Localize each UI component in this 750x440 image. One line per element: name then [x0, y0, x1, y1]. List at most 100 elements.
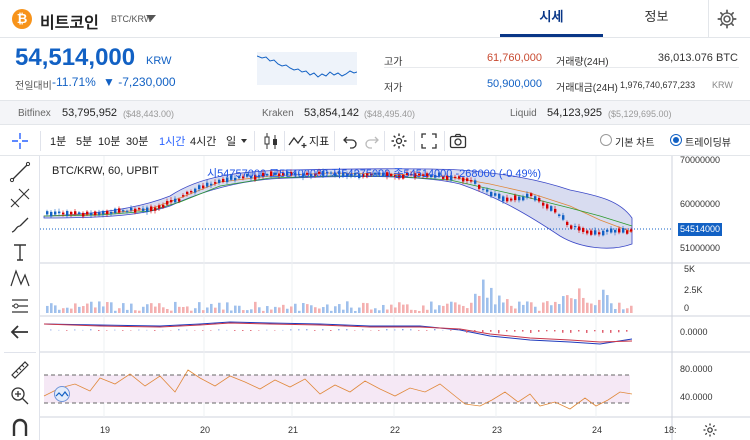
divider	[284, 131, 285, 151]
ruler-icon[interactable]	[8, 358, 32, 382]
candle	[142, 208, 145, 212]
interval-1m[interactable]: 1분	[50, 136, 67, 148]
arrow-left-icon[interactable]	[8, 320, 32, 344]
caret-down-icon[interactable]	[146, 15, 156, 21]
gear-icon[interactable]	[702, 422, 718, 438]
macd-bar	[554, 330, 556, 332]
volume-bar	[446, 303, 449, 313]
volume-bar	[422, 305, 425, 313]
volume-bar	[414, 310, 417, 313]
long-short-icon[interactable]	[8, 294, 32, 318]
volume-bar	[62, 308, 65, 313]
volume-bar	[498, 295, 501, 313]
candle	[322, 170, 325, 176]
candle	[554, 208, 557, 213]
macd-bar	[386, 329, 388, 331]
candle	[210, 183, 213, 186]
candle	[158, 205, 161, 209]
bitcoin-logo-icon: ₿	[12, 9, 32, 29]
price-chart[interactable]	[40, 156, 750, 440]
candle	[546, 204, 549, 209]
macd-bar	[618, 330, 620, 333]
pitchfork-icon[interactable]	[8, 186, 32, 210]
macd-bar	[402, 329, 404, 331]
divider	[384, 131, 385, 151]
candle	[146, 207, 149, 213]
pattern-icon[interactable]	[8, 266, 32, 290]
high-label: 고가	[384, 57, 403, 68]
candle	[626, 230, 629, 234]
candle	[318, 171, 321, 174]
volume-bar	[486, 297, 489, 313]
macd-bar	[106, 330, 108, 331]
brush-icon[interactable]	[8, 214, 32, 238]
chevron-down-icon[interactable]	[241, 139, 247, 143]
tradingview-label[interactable]: 트레이딩뷰	[685, 138, 731, 149]
volume-bar	[394, 307, 397, 313]
indicator-icon[interactable]	[288, 133, 308, 149]
coin-name[interactable]: 비트코인	[40, 15, 99, 32]
candle	[574, 226, 577, 228]
interval-4h[interactable]: 4시간	[190, 136, 217, 148]
price-tick: 60000000	[680, 199, 721, 209]
candle	[378, 172, 381, 175]
volume-bar	[590, 303, 593, 313]
camera-icon[interactable]	[449, 132, 467, 150]
tab-info[interactable]: 정보	[644, 9, 669, 24]
volume-bar	[286, 308, 289, 313]
volume-bar	[378, 310, 381, 313]
interval-10m[interactable]: 10분	[98, 136, 121, 148]
volume-bar	[602, 289, 605, 313]
magnet-icon[interactable]	[8, 414, 32, 438]
divider	[384, 67, 739, 68]
amount-value: 1,976,740,677,233	[620, 80, 696, 90]
interval-1h[interactable]: 1시간	[159, 136, 186, 148]
basic-chart-radio[interactable]	[600, 134, 612, 146]
macd-tick: 0.0000	[680, 327, 708, 337]
candle	[118, 208, 121, 213]
macd-bar	[562, 330, 564, 333]
macd-bar	[546, 330, 548, 332]
candle	[534, 196, 537, 201]
trend-line-icon[interactable]	[8, 160, 32, 184]
candle-type-icon[interactable]	[262, 131, 280, 151]
volume-bar	[154, 306, 157, 313]
volume-bar	[326, 304, 329, 313]
candle	[302, 173, 305, 178]
candle	[130, 207, 133, 211]
volume-bar	[494, 304, 497, 313]
indicator-label[interactable]: 지표	[309, 136, 330, 148]
tab-quote[interactable]: 시세	[500, 0, 603, 37]
gear-icon[interactable]	[716, 8, 738, 30]
interval-30m[interactable]: 30분	[126, 136, 149, 148]
divider	[708, 0, 709, 38]
zoom-in-icon[interactable]	[8, 384, 32, 408]
undo-icon[interactable]	[342, 133, 358, 149]
macd-bar	[378, 330, 380, 331]
macd-bar	[594, 330, 596, 332]
candle	[238, 176, 241, 179]
candle	[218, 179, 221, 184]
interval-5m[interactable]: 5분	[76, 136, 93, 148]
macd-bar	[466, 330, 468, 333]
candle	[358, 173, 361, 179]
tradingview-radio[interactable]	[670, 134, 682, 146]
text-icon[interactable]	[8, 240, 32, 264]
volume-bar	[626, 308, 629, 313]
volume-bar	[470, 302, 473, 313]
volume-bar	[66, 307, 69, 313]
candle	[90, 212, 93, 216]
volume-bar	[158, 303, 161, 313]
interval-day[interactable]: 일	[226, 136, 237, 148]
fullscreen-icon[interactable]	[420, 132, 438, 150]
collapse-icon[interactable]	[52, 166, 62, 176]
chart-legend: BTC/KRW, 60, UPBIT	[52, 165, 159, 177]
basic-chart-label[interactable]: 기본 차트	[615, 138, 655, 149]
redo-icon[interactable]	[364, 133, 380, 149]
settings-icon[interactable]	[390, 132, 408, 150]
candle	[310, 173, 313, 177]
candle	[478, 184, 481, 189]
crosshair-icon[interactable]	[10, 131, 30, 151]
candle	[346, 173, 349, 177]
rsi-band	[44, 375, 630, 403]
